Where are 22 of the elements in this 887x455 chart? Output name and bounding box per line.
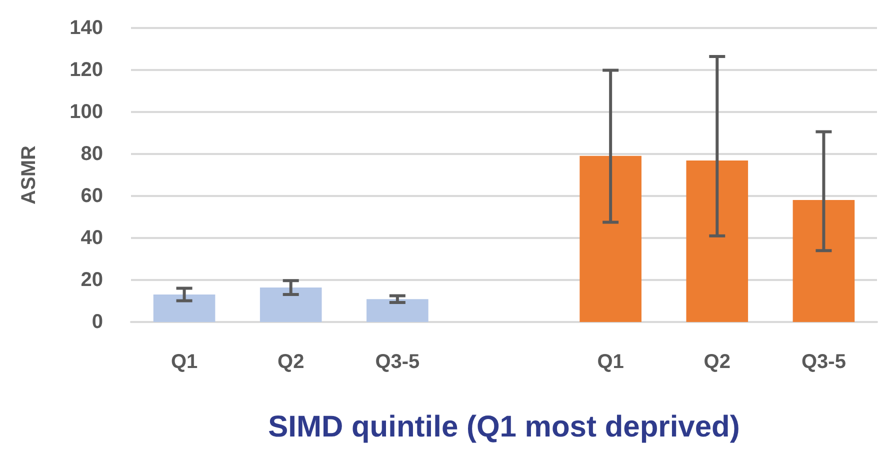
x-tick-label: Q1 [597,351,624,373]
y-axis-title: ASMR [18,145,40,204]
y-tick-label: 80 [80,143,103,165]
y-tick-label: 120 [70,59,103,81]
y-tick-label: 60 [80,185,103,207]
x-tick-label: Q3-5 [375,351,420,373]
x-tick-label: Q2 [704,351,730,373]
y-tick-label: 40 [80,227,103,249]
x-tick-label: Q2 [278,351,304,373]
bar [686,160,748,322]
x-axis-title: SIMD quintile (Q1 most deprived) [268,410,740,444]
bar [366,299,428,322]
y-tick-label: 0 [92,311,103,333]
y-tick-label: 140 [70,17,103,39]
bar [153,294,216,322]
bar [792,200,855,322]
y-tick-label: 20 [80,269,103,291]
x-tick-label: Q1 [170,351,198,373]
y-tick-label: 100 [70,101,103,123]
bar [580,156,642,322]
x-tick-label: Q3-5 [801,351,846,373]
bar [260,288,322,322]
